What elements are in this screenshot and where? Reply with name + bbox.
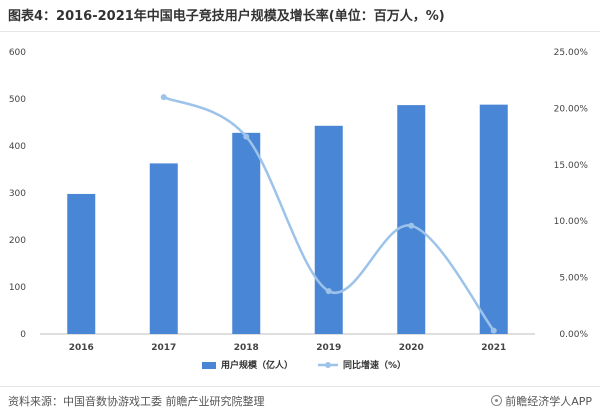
x-axis-tick-label: 2021 <box>481 343 506 353</box>
left-axis-tick-label: 200 <box>9 236 26 246</box>
source-note: 资料来源：中国音数协游戏工委 前瞻产业研究院整理 <box>8 395 265 408</box>
bar-user-scale <box>232 132 261 334</box>
chart-title: 图表4：2016-2021年中国电子竞技用户规模及增长率(单位：百万人，%) <box>8 9 445 24</box>
growth-rate-point <box>243 133 250 140</box>
combo-chart: 0 100 200 300 400 500 600 0.00% 5.00% 10.00% 15.00… <box>9 48 589 371</box>
bar-user-scale <box>149 163 178 334</box>
bar-user-scale <box>397 105 426 334</box>
left-axis-tick-label: 600 <box>9 48 26 58</box>
legend-swatch-bar <box>202 362 216 369</box>
right-axis-tick-label: 25.00% <box>554 48 589 58</box>
left-axis-tick-label: 500 <box>9 95 26 105</box>
brand-text: 前瞻经济学人APP <box>505 395 592 408</box>
growth-rate-point <box>408 222 415 229</box>
right-axis-tick-label: 10.00% <box>554 217 589 227</box>
legend-label-bar: 用户规模（亿人） <box>220 359 293 371</box>
right-axis-tick-label: 0.00% <box>559 330 588 340</box>
left-axis-tick-label: 0 <box>20 330 26 340</box>
x-axis-tick-label: 2018 <box>234 343 259 353</box>
x-axis-tick-label: 2020 <box>399 343 424 353</box>
legend-label-line: 同比增速（%） <box>343 359 406 371</box>
right-axis-tick-label: 15.00% <box>554 161 589 171</box>
left-axis-tick-label: 100 <box>9 283 26 293</box>
left-axis-tick-label: 400 <box>9 142 26 152</box>
x-axis-tick-label: 2016 <box>69 343 94 353</box>
bar-user-scale <box>314 125 343 334</box>
title-divider <box>0 31 600 32</box>
growth-rate-point <box>160 94 167 101</box>
brand-label: 前瞻经济学人APP <box>491 393 592 409</box>
right-axis-tick-label: 5.00% <box>559 274 588 284</box>
x-axis-tick-label: 2019 <box>316 343 341 353</box>
legend-swatch-marker <box>325 362 331 368</box>
bar-user-scale <box>479 104 508 334</box>
footer: 资料来源：中国音数协游戏工委 前瞻产业研究院整理 前瞻经济学人APP <box>0 386 600 416</box>
x-axis-tick-label: 2017 <box>151 343 176 353</box>
bar-user-scale <box>67 193 96 334</box>
left-axis-tick-label: 300 <box>9 189 26 199</box>
growth-rate-point <box>490 327 497 334</box>
right-axis-tick-label: 20.00% <box>554 104 589 114</box>
growth-rate-point <box>325 288 332 295</box>
brand-logo-icon <box>491 395 503 406</box>
